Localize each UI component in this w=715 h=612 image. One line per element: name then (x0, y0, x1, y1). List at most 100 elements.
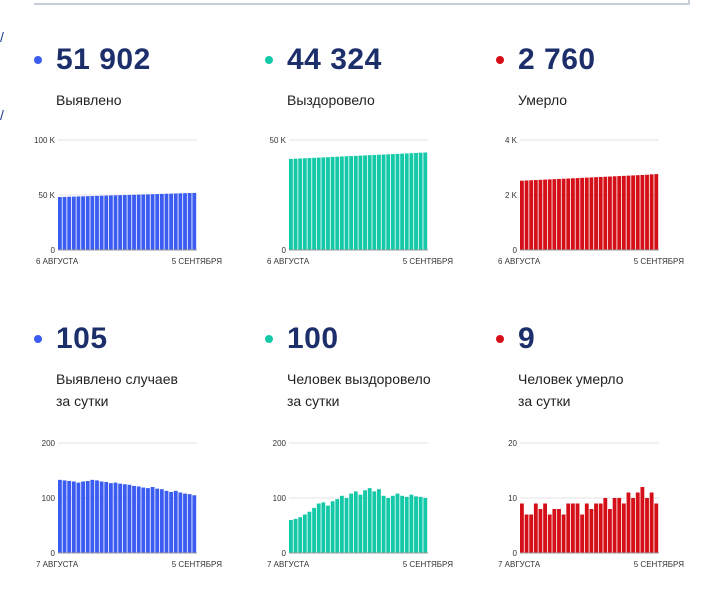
bar (640, 487, 645, 553)
bar (339, 495, 344, 553)
bar (159, 193, 164, 250)
bar (612, 176, 617, 250)
bar (108, 483, 113, 553)
bullet-dot (496, 56, 504, 64)
bar (617, 498, 622, 553)
bar (62, 196, 67, 250)
bar (381, 154, 386, 250)
bar (353, 155, 358, 250)
bar (423, 498, 428, 553)
y-tick-label: 4 K (505, 136, 518, 145)
bar (635, 175, 640, 250)
bar (335, 499, 340, 553)
bar (326, 157, 330, 250)
bar (335, 156, 340, 250)
bar (377, 154, 381, 250)
chart-detected-total: 100 K 50 K 0 6 АВГУСТА 5 СЕНТЯБРЯ (34, 136, 222, 266)
bar (293, 158, 298, 250)
x-end-label: 5 СЕНТЯБРЯ (634, 257, 684, 266)
bar (58, 479, 62, 553)
bar (543, 179, 547, 250)
stat-label-line: за сутки (287, 393, 340, 409)
bar (377, 489, 381, 553)
bar (570, 503, 575, 553)
bar (76, 196, 81, 250)
bar (358, 155, 363, 250)
bar (654, 503, 659, 553)
stat-label-line: Человек выздоровело (287, 371, 431, 387)
bar (159, 489, 164, 553)
bar (113, 195, 118, 250)
x-end-label: 5 СЕНТЯБРЯ (634, 560, 684, 569)
bar (645, 174, 649, 250)
bar (321, 157, 326, 250)
bar (136, 486, 141, 553)
x-end-label: 5 СЕНТЯБРЯ (403, 560, 453, 569)
bar (127, 194, 132, 250)
bar (566, 178, 571, 250)
bar (533, 180, 538, 250)
x-start-label: 6 АВГУСТА (498, 257, 541, 266)
bar (524, 180, 529, 250)
bar (418, 496, 423, 553)
bar (381, 495, 386, 553)
y-tick-label: 0 (282, 246, 287, 255)
bar (58, 197, 62, 250)
bar (71, 196, 76, 250)
bar (547, 514, 552, 553)
bullet-dot (265, 56, 273, 64)
bar (183, 193, 187, 250)
bar (81, 196, 85, 250)
bar (173, 193, 178, 250)
bar (164, 490, 169, 553)
bullet-dot (34, 335, 42, 343)
stat-label: Выздоровело (287, 89, 375, 111)
bar (150, 194, 155, 250)
bar (557, 509, 561, 553)
bar (390, 154, 395, 250)
bar (71, 481, 76, 553)
stat-value: 2 760 (518, 43, 596, 76)
bar (608, 176, 612, 250)
bar (67, 196, 72, 250)
bar (312, 157, 316, 250)
y-tick-label: 0 (513, 549, 518, 558)
bar (635, 492, 640, 553)
bar (409, 153, 414, 250)
bar (649, 492, 654, 553)
edge-decoration-bottom: / (0, 107, 4, 123)
bar (566, 503, 571, 553)
bar (400, 153, 405, 250)
y-tick-label: 0 (51, 549, 56, 558)
bar (173, 490, 178, 553)
bar (62, 480, 67, 553)
bar (344, 156, 349, 250)
bar (104, 195, 109, 250)
bar (132, 194, 136, 250)
stat-value: 9 (518, 322, 536, 355)
bar (289, 158, 293, 250)
bar (298, 517, 303, 553)
chart-deaths-total: 4 K 2 K 0 6 АВГУСТА 5 СЕНТЯБРЯ (498, 136, 684, 266)
stat-panel-detected-daily: 105 Выявлено случаев за сутки 200 100 0 7 А… (34, 322, 264, 612)
bar (640, 174, 645, 250)
y-tick-label: 50 K (39, 191, 56, 200)
bar (654, 174, 659, 250)
chart-recovered-total: 50 K 0 6 АВГУСТА 5 СЕНТЯБРЯ (267, 136, 453, 266)
bar (187, 494, 192, 553)
bar (395, 153, 400, 250)
x-start-label: 7 АВГУСТА (498, 560, 541, 569)
y-tick-label: 20 (508, 439, 517, 448)
bar (85, 480, 90, 553)
bar (561, 514, 566, 553)
bar (141, 487, 146, 553)
stat-value: 105 (56, 322, 108, 355)
bar (155, 488, 160, 553)
bar (67, 480, 72, 553)
bar (316, 157, 321, 250)
bar (372, 154, 377, 250)
stat-panel-deaths-total: 2 760 Умерло 4 K 2 K 0 6 АВГУСТА 5 СЕНТЯБРЯ (496, 43, 715, 333)
stat-panel-recovered-daily: 100 Человек выздоровело за сутки 200 100 0… (265, 322, 495, 612)
bar (617, 176, 622, 250)
stat-label-line: за сутки (56, 393, 109, 409)
